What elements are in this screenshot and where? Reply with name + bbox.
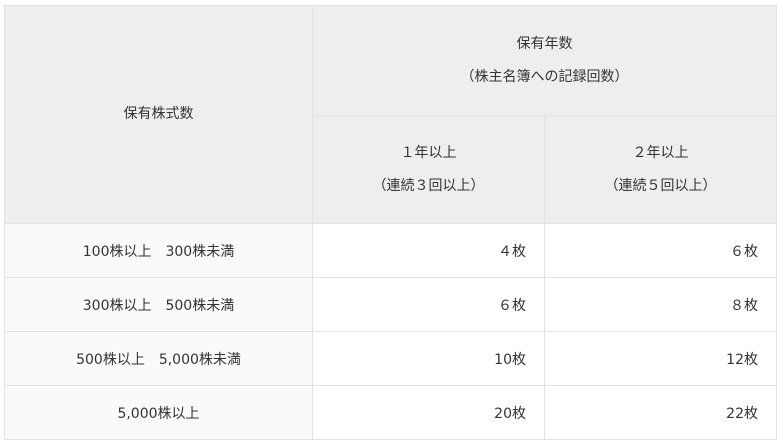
cell-2year: ６枚 xyxy=(544,223,777,278)
table-row: 300株以上 500株未満 ６枚 ８枚 xyxy=(4,277,777,332)
cell-1year: ４枚 xyxy=(312,223,545,278)
header-years-held: 保有年数 （株主名簿への記録回数） xyxy=(312,5,777,116)
header-text: ２年以上 xyxy=(632,144,689,161)
header-text: 保有年数 xyxy=(516,35,573,52)
header-text: 保有株式数 xyxy=(123,106,194,122)
table-row: 5,000株以上 20枚 22枚 xyxy=(4,385,777,440)
cell-2year: 22枚 xyxy=(544,385,777,440)
table-row: 100株以上 300株未満 ４枚 ６枚 xyxy=(4,223,777,278)
cell-2year: ８枚 xyxy=(544,277,777,332)
row-label: 500株以上 5,000株未満 xyxy=(4,331,313,386)
header-shares-held: 保有株式数 xyxy=(4,5,313,224)
row-label: 5,000株以上 xyxy=(4,385,313,440)
cell-1year: 20枚 xyxy=(312,385,545,440)
cell-1year: ６枚 xyxy=(312,277,545,332)
header-note: （連続３回以上） xyxy=(372,177,485,194)
header-text: １年以上 xyxy=(400,144,457,161)
header-note: （株主名簿への記録回数） xyxy=(460,68,629,85)
row-label: 100株以上 300株未満 xyxy=(4,223,313,278)
table-row: 500株以上 5,000株未満 10枚 12枚 xyxy=(4,331,777,386)
header-note: （連続５回以上） xyxy=(604,177,717,194)
cell-2year: 12枚 xyxy=(544,331,777,386)
benefit-table: 保有株式数 保有年数 （株主名簿への記録回数） １年以上 （連続３回以上） ２年… xyxy=(4,5,777,440)
cell-1year: 10枚 xyxy=(312,331,545,386)
header-col-1year: １年以上 （連続３回以上） xyxy=(312,115,545,224)
header-col-2year: ２年以上 （連続５回以上） xyxy=(544,115,777,224)
row-label: 300株以上 500株未満 xyxy=(4,277,313,332)
